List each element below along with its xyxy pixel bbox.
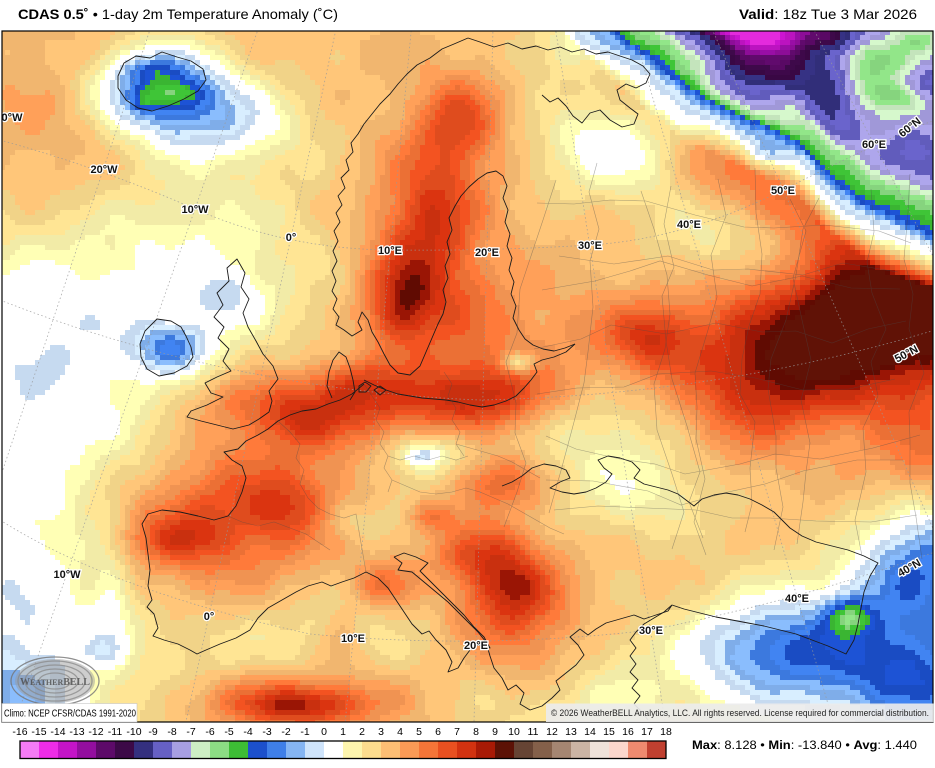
svg-text:20°W: 20°W [90,164,118,176]
svg-text:10°W: 10°W [53,569,81,581]
svg-text:40°E: 40°E [677,219,701,231]
svg-text:3: 3 [378,726,384,738]
svg-text:10°E: 10°E [341,633,365,645]
svg-text:12: 12 [546,726,558,738]
svg-text:-15: -15 [31,726,46,738]
svg-text:7: 7 [454,726,460,738]
svg-text:17: 17 [641,726,653,738]
svg-text:30°E: 30°E [578,240,602,252]
svg-text:10: 10 [508,726,520,738]
svg-text:10°E: 10°E [378,245,402,257]
svg-text:WEATHERBELL: WEATHERBELL [20,677,90,688]
svg-text:0°W: 0°W [2,112,24,124]
svg-text:8: 8 [473,726,479,738]
svg-text:4: 4 [397,726,403,738]
svg-text:-7: -7 [186,726,195,738]
svg-text:-13: -13 [69,726,84,738]
svg-text:-5: -5 [224,726,233,738]
svg-text:30°E: 30°E [639,625,663,637]
svg-text:60°E: 60°E [862,139,886,151]
svg-text:1: 1 [340,726,346,738]
svg-text:16: 16 [622,726,634,738]
svg-text:0: 0 [321,726,327,738]
svg-text:-6: -6 [205,726,214,738]
svg-text:5: 5 [416,726,422,738]
svg-text:2: 2 [359,726,365,738]
svg-text:9: 9 [492,726,498,738]
svg-text:6: 6 [435,726,441,738]
svg-text:18: 18 [660,726,672,738]
svg-text:13: 13 [565,726,577,738]
svg-text:20°E: 20°E [475,247,499,259]
svg-text:15: 15 [603,726,615,738]
svg-text:0°: 0° [286,232,297,244]
svg-text:Max: 8.128 • Min: -13.840 • Av: Max: 8.128 • Min: -13.840 • Avg: 1.440 [692,738,917,752]
svg-text:-10: -10 [126,726,141,738]
svg-text:10°W: 10°W [181,204,209,216]
svg-text:50°E: 50°E [771,185,795,197]
svg-text:11: 11 [528,726,539,738]
svg-text:-14: -14 [50,726,65,738]
svg-text:CDAS 0.5˚ • 1-day 2m Tempera: CDAS 0.5˚ • 1-day 2m Temperature Anomaly… [18,6,338,22]
svg-text:0°: 0° [204,611,215,623]
svg-text:-4: -4 [243,726,252,738]
svg-text:-8: -8 [167,726,176,738]
svg-text:-12: -12 [88,726,103,738]
svg-text:14: 14 [584,726,596,738]
svg-text:Valid: 18z Tue 3 Mar 2026: Valid: 18z Tue 3 Mar 2026 [739,6,917,22]
svg-text:© 2026 WeatherBELL Analytics,: © 2026 WeatherBELL Analytics, LLC. All r… [551,708,929,719]
svg-text:-2: -2 [281,726,290,738]
svg-text:40°E: 40°E [785,593,809,605]
svg-text:20°E: 20°E [464,640,488,652]
svg-text:-3: -3 [262,726,271,738]
svg-text:-16: -16 [12,726,27,738]
svg-text:-1: -1 [300,726,309,738]
svg-text:Climo: NCEP CFSR/CDAS 1991-202: Climo: NCEP CFSR/CDAS 1991-2020 [4,708,136,720]
svg-text:-9: -9 [148,726,157,738]
svg-text:-11: -11 [108,726,123,738]
